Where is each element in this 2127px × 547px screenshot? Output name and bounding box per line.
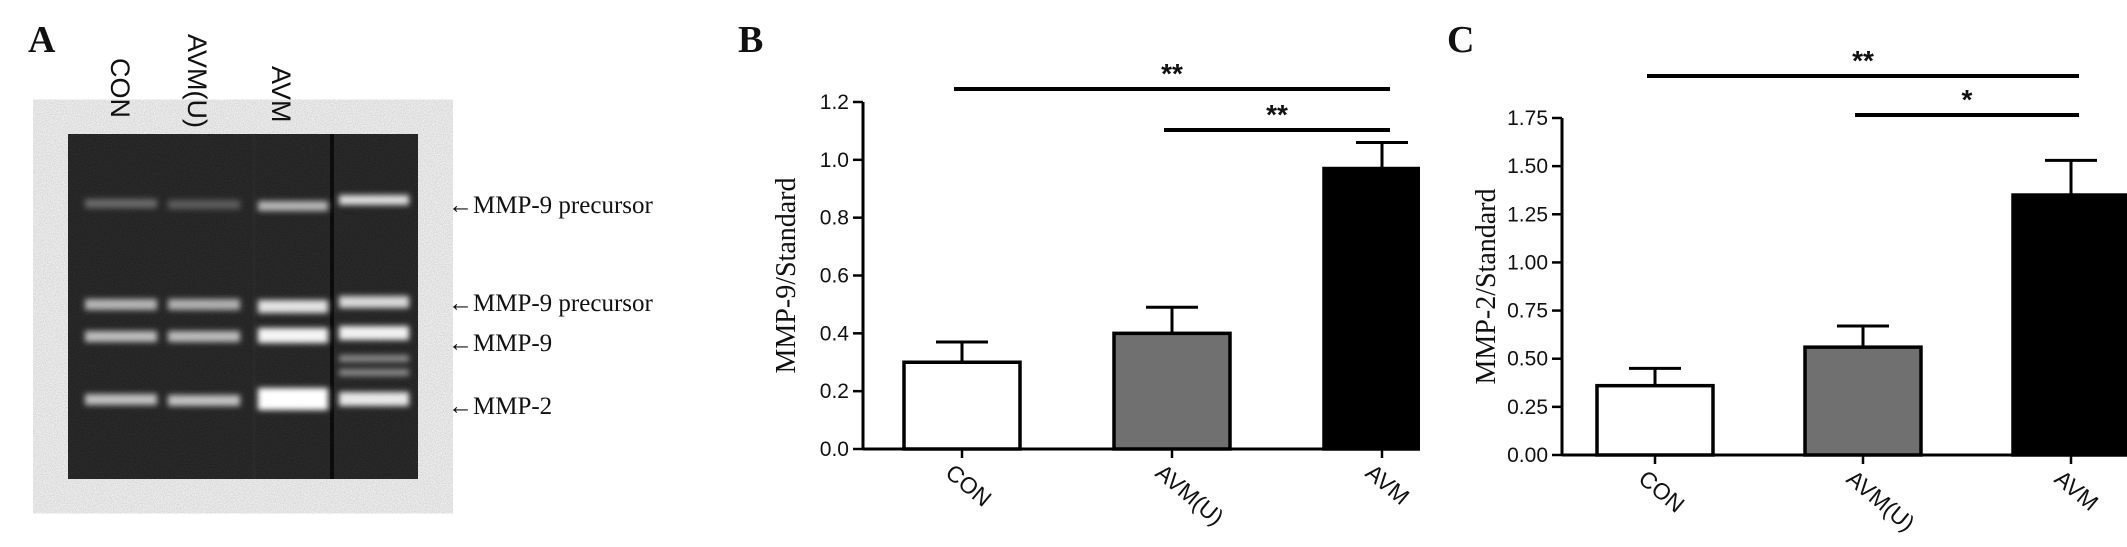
y-tick-label: 1.2 bbox=[820, 91, 849, 114]
category-label: AVM bbox=[1361, 459, 1415, 510]
bar bbox=[1322, 166, 1420, 451]
gel-band bbox=[85, 331, 157, 342]
significance-label: ** bbox=[1852, 45, 1874, 76]
y-tick-label: 1.25 bbox=[1507, 203, 1548, 226]
category-label: AVM(U) bbox=[1151, 459, 1229, 530]
gel-band bbox=[85, 394, 157, 405]
gel-panel: CON AVM(U) AVM ←MMP-9 precursor ←MMP-9 p… bbox=[68, 34, 654, 479]
gel-band bbox=[168, 299, 240, 310]
category-label: AVM(U) bbox=[1842, 465, 1920, 536]
bar bbox=[902, 360, 1022, 451]
gel-band bbox=[168, 331, 240, 342]
y-tick-label: 0.8 bbox=[820, 207, 849, 230]
y-tick-label: 1.00 bbox=[1507, 251, 1548, 274]
y-tick-label: 0.75 bbox=[1507, 300, 1548, 323]
panel-letter-a: A bbox=[28, 19, 56, 61]
gel-band bbox=[258, 328, 328, 343]
lane-label-avm: AVM bbox=[266, 66, 296, 123]
gel-band bbox=[258, 201, 328, 211]
band-label-mmp2: ←MMP-2 bbox=[448, 393, 552, 420]
y-tick-label: 0.4 bbox=[820, 322, 850, 345]
band-label-mmp9: ←MMP-9 bbox=[448, 330, 552, 357]
y-axis-label: MMP-2/Standard bbox=[1471, 189, 1502, 385]
significance-label: ** bbox=[1266, 99, 1288, 130]
y-tick-label: 1.75 bbox=[1507, 107, 1548, 130]
y-tick-label: 0.2 bbox=[820, 380, 849, 403]
y-tick-label: 1.50 bbox=[1507, 155, 1548, 178]
band-label-mmp9-precursor-upper: ←MMP-9 precursor bbox=[448, 192, 654, 219]
lane-label-avm-u: AVM(U) bbox=[182, 34, 212, 128]
significance-label: ** bbox=[1161, 58, 1183, 89]
y-tick-label: 1.0 bbox=[820, 149, 849, 172]
gel-bands bbox=[85, 195, 409, 410]
gel-band bbox=[168, 200, 240, 209]
gel-band bbox=[168, 395, 240, 406]
bar bbox=[1803, 345, 1923, 457]
gel-band bbox=[339, 195, 409, 205]
gel-band bbox=[85, 299, 157, 310]
lane-label-con: CON bbox=[105, 58, 135, 118]
y-tick-label: 0.0 bbox=[820, 438, 849, 461]
y-tick-label: 0.6 bbox=[820, 265, 849, 288]
panel-letter-c: C bbox=[1447, 19, 1475, 61]
gel-band bbox=[339, 369, 409, 376]
band-label-mmp9-precursor-lower: ←MMP-9 precursor bbox=[448, 290, 654, 317]
category-label: CON bbox=[941, 459, 997, 512]
gel-band bbox=[258, 300, 328, 313]
y-tick-label: 0.00 bbox=[1507, 444, 1548, 467]
gel-band bbox=[258, 388, 328, 410]
y-axis-label: MMP-9/Standard bbox=[771, 178, 802, 374]
significance-label: * bbox=[1962, 84, 1973, 115]
gel-band bbox=[339, 296, 409, 308]
gel-band bbox=[339, 326, 409, 340]
bar bbox=[2011, 193, 2127, 457]
category-label: CON bbox=[1634, 465, 1690, 518]
panel-letter-b: B bbox=[738, 19, 764, 61]
chart-c: 0.00 0.25 0.50 0.75 1.00 1.25 1.50 1.75 MMP-2/St… bbox=[1471, 45, 2127, 536]
y-tick-label: 0.50 bbox=[1507, 348, 1548, 371]
bar bbox=[1112, 331, 1232, 451]
bar bbox=[1595, 383, 1715, 457]
y-tick-label: 0.25 bbox=[1507, 396, 1548, 419]
category-label: AVM bbox=[2050, 465, 2104, 516]
chart-b: 0.0 0.2 0.4 0.6 0.8 1.0 1.2 MMP-9/Standard CON AV… bbox=[771, 58, 1420, 530]
gel-band bbox=[339, 355, 409, 362]
gel-band bbox=[339, 392, 409, 406]
gel-band bbox=[85, 199, 157, 208]
